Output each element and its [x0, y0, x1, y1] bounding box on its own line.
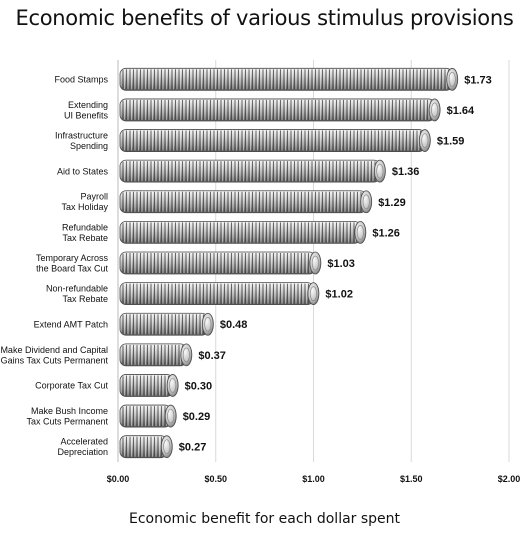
value-label: $1.64 [447, 105, 475, 117]
bar [119, 435, 173, 459]
category-label: Extending UI Benefits [64, 100, 109, 121]
bar [119, 159, 386, 183]
bar [119, 67, 459, 91]
x-tick-label: $0.50 [204, 474, 227, 484]
category-labels: Food Stamps Extending UI Benefits Infrastru… [0, 75, 108, 458]
bar [119, 312, 214, 336]
category-label: Temporary Across the Board Tax Cut [36, 253, 109, 274]
bar [119, 220, 367, 244]
bar [119, 98, 441, 122]
x-axis-label: Economic benefit for each dollar spent [128, 511, 401, 527]
x-tick-label: $0.00 [107, 474, 130, 484]
category-label: Make Bush Income Tax Cuts Permanent [26, 406, 108, 427]
value-label: $0.48 [220, 319, 248, 331]
category-label: Infrastructure Spending [55, 130, 108, 151]
x-tick-label: $1.50 [400, 474, 423, 484]
category-label: Make Dividend and Capital Gains Tax Cuts … [0, 345, 108, 366]
bar [119, 282, 320, 306]
bar [119, 251, 322, 275]
category-label: Aid to States [57, 166, 109, 176]
value-label: $0.27 [179, 442, 207, 454]
value-labels: $1.73 $1.64 $1.59 $1.36 $1.29 $1.26 $1.03 $1.02… [179, 74, 492, 453]
bar [119, 343, 193, 367]
category-label: Payroll Tax Holiday [61, 192, 108, 213]
value-label: $1.26 [372, 227, 400, 239]
value-label: $0.29 [183, 411, 211, 423]
value-label: $1.73 [464, 74, 492, 86]
bars-group [119, 67, 459, 459]
bar [119, 129, 431, 152]
value-label: $0.37 [198, 350, 226, 362]
value-label: $0.30 [185, 380, 213, 392]
x-tick-label: $1.00 [302, 474, 325, 484]
category-label: Food Stamps [54, 75, 108, 85]
value-label: $1.03 [327, 258, 355, 270]
value-label: $1.36 [392, 166, 420, 178]
category-label: Extend AMT Patch [34, 319, 108, 329]
x-tick-label: $2.00 [498, 474, 521, 484]
chart-title: Economic benefits of various stimulus pr… [15, 6, 514, 30]
value-label: $1.29 [378, 197, 406, 209]
bar [119, 404, 177, 428]
value-label: $1.59 [437, 136, 465, 148]
category-label: Accelerated Depreciation [57, 437, 108, 458]
bar [119, 374, 179, 397]
value-label: $1.02 [325, 289, 353, 301]
category-label: Corporate Tax Cut [35, 381, 108, 391]
x-axis-ticks: $0.00 $0.50 $1.00 $1.50 $2.00 [107, 474, 521, 484]
category-label: Refundable Tax Rebate [62, 222, 108, 243]
category-label: Non-refundable Tax Rebate [46, 284, 108, 305]
bar [119, 190, 373, 214]
